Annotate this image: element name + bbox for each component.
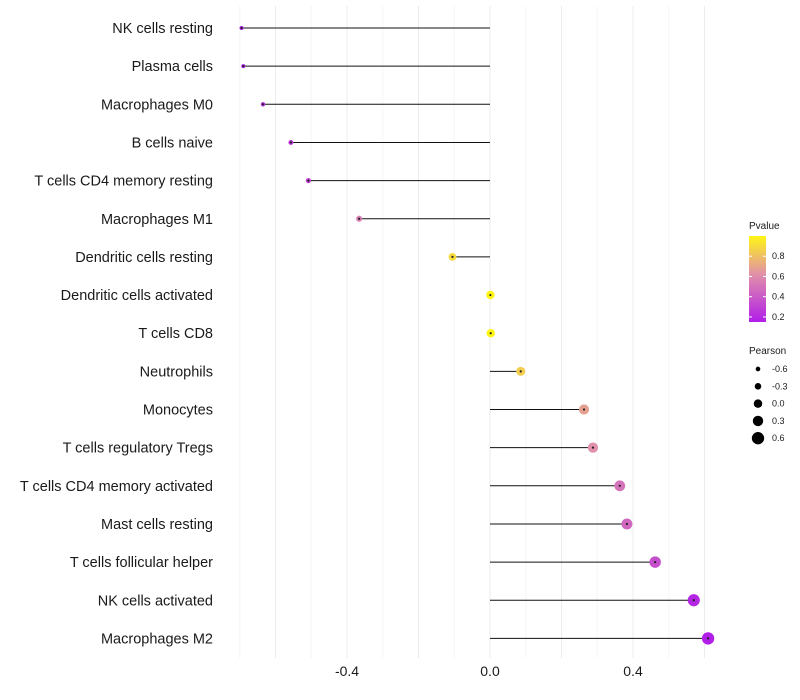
lollipop-point-center [307,179,310,182]
lollipop-point-center [625,522,629,526]
lollipop-point-center [358,217,361,220]
category-label: T cells CD4 memory activated [20,479,213,495]
lollipop-point-center [654,561,657,564]
category-label: Dendritic cells activated [61,288,213,304]
lollipop-point-center [582,408,586,411]
pvalue-colorbar [749,236,766,322]
pearson-legend: Pearson -0.6 -0.3 0.0 0.3 0.6 [749,346,788,445]
lollipop-point-center [706,637,710,640]
lollipop-point-center [489,332,492,335]
category-label: T cells follicular helper [70,555,213,571]
x-tick-label: 0.4 [623,663,643,679]
pvalue-tick-label: 0.6 [772,271,785,281]
lollipop-point-center [451,255,454,258]
x-tick-label: -0.4 [335,663,359,679]
grid-lines [239,6,705,658]
category-label: Dendritic cells resting [75,250,213,266]
category-label: NK cells activated [98,593,213,609]
category-label: Plasma cells [132,59,213,75]
pvalue-legend-title: Pvalue [749,221,780,232]
pearson-key-dot [755,366,761,372]
category-labels: NK cells resting Plasma cells Macrophages … [20,21,213,647]
lollipop-point-center [261,103,265,106]
pvalue-legend: Pvalue 0.8 0.6 0.4 0.2 [749,221,785,322]
category-label: NK cells resting [112,21,213,37]
category-label: Mast cells resting [101,517,213,533]
lollipop-point-center [618,484,621,487]
pearson-key-label: -0.6 [772,364,788,374]
category-label: Macrophages M2 [101,631,213,647]
category-label: Neutrophils [140,364,213,380]
x-tick-label: 0.0 [480,663,500,679]
pearson-key-label: -0.3 [772,381,788,391]
lollipop-point-center [591,446,595,449]
pvalue-tick-label: 0.4 [772,292,785,302]
pearson-key-label: 0.3 [772,416,785,426]
pvalue-tick-label: 0.2 [772,312,785,322]
pearson-key-dot [753,399,763,408]
pearson-key-dot [751,432,765,445]
pvalue-tick-label: 0.8 [772,251,785,261]
lollipop-point-center [242,65,245,68]
category-label: B cells naive [132,135,213,151]
category-label: Macrophages M1 [101,212,213,228]
category-label: Monocytes [143,403,213,419]
category-label: T cells CD8 [138,326,213,342]
lollipop-point-center [289,141,292,144]
pearson-legend-title: Pearson [749,346,786,357]
lollipop-point-center [489,293,492,297]
pearson-key-label: 0.6 [772,433,785,443]
category-label: Macrophages M0 [101,97,213,113]
category-label: T cells CD4 memory resting [34,174,213,190]
lollipop-stems [241,27,709,639]
category-label: T cells regulatory Tregs [63,441,213,457]
lollipop-point-center [519,370,522,373]
lollipop-points [239,25,715,645]
lollipop-point-center [692,599,695,602]
pearson-key-dot [752,415,764,427]
lollipop-point-center [240,26,243,30]
x-axis-ticks: -0.4 0.0 0.4 [335,663,643,679]
pearson-key-dot [754,383,762,390]
pearson-key-label: 0.0 [772,399,785,409]
